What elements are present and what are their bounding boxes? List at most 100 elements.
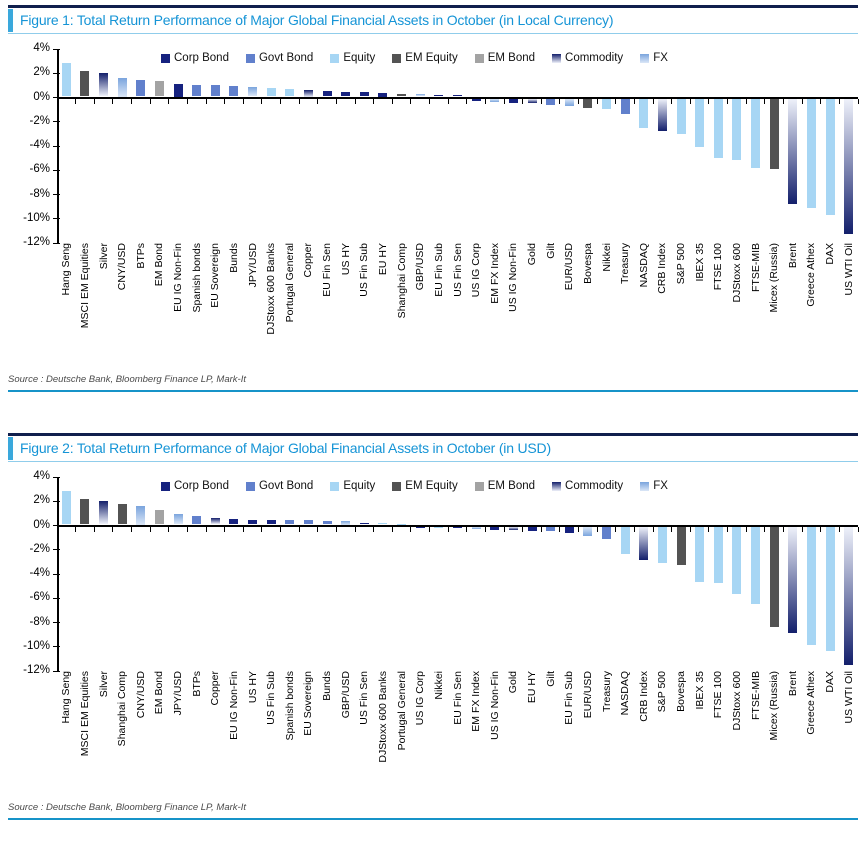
- bar: [806, 98, 816, 208]
- x-axis-label: Copper: [209, 671, 222, 706]
- bar: [602, 98, 612, 110]
- bar: [490, 526, 500, 530]
- figure-title: Figure 1: Total Return Performance of Ma…: [8, 9, 858, 32]
- x-axis-label: EM Bond: [153, 671, 166, 715]
- bar-chart-usd: Corp Bond Govt Bond Equity EM Equity EM Bond…: [8, 470, 859, 795]
- y-axis-tick: [53, 670, 60, 672]
- figure-bottom-rule: [8, 818, 858, 820]
- figure-bottom-rule: [8, 390, 858, 392]
- y-axis-tick-label: -6%: [29, 163, 50, 176]
- bar: [564, 526, 574, 533]
- x-axis-tick: [354, 98, 356, 104]
- bar: [620, 98, 630, 115]
- x-axis-tick: [466, 98, 468, 104]
- bar: [713, 98, 723, 158]
- legend-label: EM Equity: [405, 480, 458, 492]
- bar: [303, 90, 313, 97]
- x-axis-label: BTPs: [190, 671, 203, 697]
- x-axis-label: Greece Athex: [805, 243, 818, 307]
- bar: [378, 523, 388, 525]
- x-axis-tick: [540, 526, 542, 532]
- x-axis-line: [57, 524, 858, 527]
- bar: [192, 84, 202, 97]
- commodity-legend-marker-icon: [552, 481, 562, 491]
- commodity-legend-marker-icon: [552, 53, 562, 63]
- legend-item: EM Equity: [392, 480, 458, 492]
- legend-item: Equity: [330, 52, 375, 64]
- y-axis-tick-label: -6%: [29, 591, 50, 604]
- bar: [210, 517, 220, 525]
- bar: [639, 526, 649, 560]
- y-axis-tick-label: 4%: [33, 42, 50, 54]
- x-axis-label: JPY/USD: [172, 671, 185, 716]
- y-axis-line: [57, 49, 59, 244]
- y-axis-tick: [53, 500, 60, 502]
- x-axis-line: [57, 96, 858, 99]
- x-axis-label: Hang Seng: [60, 243, 73, 296]
- bar: [583, 526, 593, 536]
- x-axis-label: EU Sovereign: [209, 243, 222, 308]
- bar: [99, 501, 109, 525]
- figure-top-rule: [8, 5, 858, 8]
- x-axis-tick: [447, 526, 449, 532]
- x-axis-tick: [596, 98, 598, 104]
- x-axis-tick: [56, 98, 58, 104]
- x-axis-label: FTSE-MIB: [749, 243, 762, 292]
- bar: [266, 88, 276, 97]
- bar: [713, 526, 723, 584]
- x-axis-label: EM Bond: [153, 243, 166, 287]
- x-axis-tick: [540, 98, 542, 104]
- x-axis-label: US WTI Oil: [842, 243, 855, 296]
- x-axis-label: US Fin Sub: [265, 671, 278, 725]
- x-axis-tick: [410, 98, 412, 104]
- x-axis-tick: [373, 526, 375, 532]
- bar: [378, 93, 388, 97]
- x-axis-tick: [615, 98, 617, 104]
- x-axis-tick: [484, 98, 486, 104]
- bar: [229, 519, 239, 525]
- govt-bond-legend-marker-icon: [245, 481, 255, 491]
- x-axis-labels: Hang Seng MSCI EM Equities Silver CNY/USD BT…: [57, 243, 858, 367]
- x-axis-tick: [782, 98, 784, 104]
- x-axis-label: US IG Corp: [414, 671, 427, 726]
- bar: [80, 71, 90, 97]
- x-axis-label: Shanghai Comp: [116, 671, 129, 747]
- bar: [397, 523, 407, 525]
- bar: [322, 520, 332, 525]
- x-axis-label: DJStoxx 600 Banks: [265, 243, 278, 335]
- x-axis-label: Nikkei: [600, 243, 613, 272]
- x-axis-label: Spanish bonds: [283, 671, 296, 741]
- x-axis-tick: [149, 98, 151, 104]
- y-axis-tick: [53, 646, 60, 648]
- y-axis-tick: [53, 194, 60, 195]
- legend-label: Corp Bond: [174, 52, 229, 64]
- x-axis-label: CRB Index: [656, 243, 669, 294]
- x-axis-label: DJStoxx 600 Banks: [376, 671, 389, 763]
- figure-top-rule: [8, 433, 858, 436]
- x-axis-label: US IG Non-Fin: [488, 671, 501, 740]
- y-axis-tick-label: -10%: [23, 639, 50, 652]
- em-bond-legend-marker-icon: [474, 481, 484, 491]
- x-axis-tick: [93, 98, 95, 104]
- x-axis-label: S&P 500: [656, 671, 669, 713]
- x-axis-label: EUR/USD: [581, 671, 594, 719]
- x-axis-label: Shanghai Comp: [395, 243, 408, 319]
- x-axis-label: FTSE-MIB: [749, 671, 762, 720]
- corp-bond-legend-marker-icon: [161, 53, 170, 63]
- y-axis-tick: [53, 121, 60, 123]
- bar: [546, 526, 556, 532]
- bar: [136, 80, 146, 97]
- x-axis-label: CRB Index: [637, 671, 650, 722]
- x-axis-label: Bovespa: [675, 671, 688, 712]
- y-axis-line: [57, 477, 59, 672]
- bar: [695, 526, 705, 583]
- x-axis-label: Brent: [786, 671, 799, 697]
- x-axis-tick: [317, 98, 319, 104]
- x-axis-tick: [429, 98, 431, 104]
- x-axis-tick: [559, 98, 561, 104]
- x-axis-label: DAX: [824, 243, 837, 265]
- x-axis-label: GBP/USD: [339, 671, 352, 719]
- legend-item: FX: [640, 52, 668, 64]
- legend-item: EM Bond: [474, 52, 535, 64]
- x-axis-label: DJStoxx 600: [730, 243, 743, 303]
